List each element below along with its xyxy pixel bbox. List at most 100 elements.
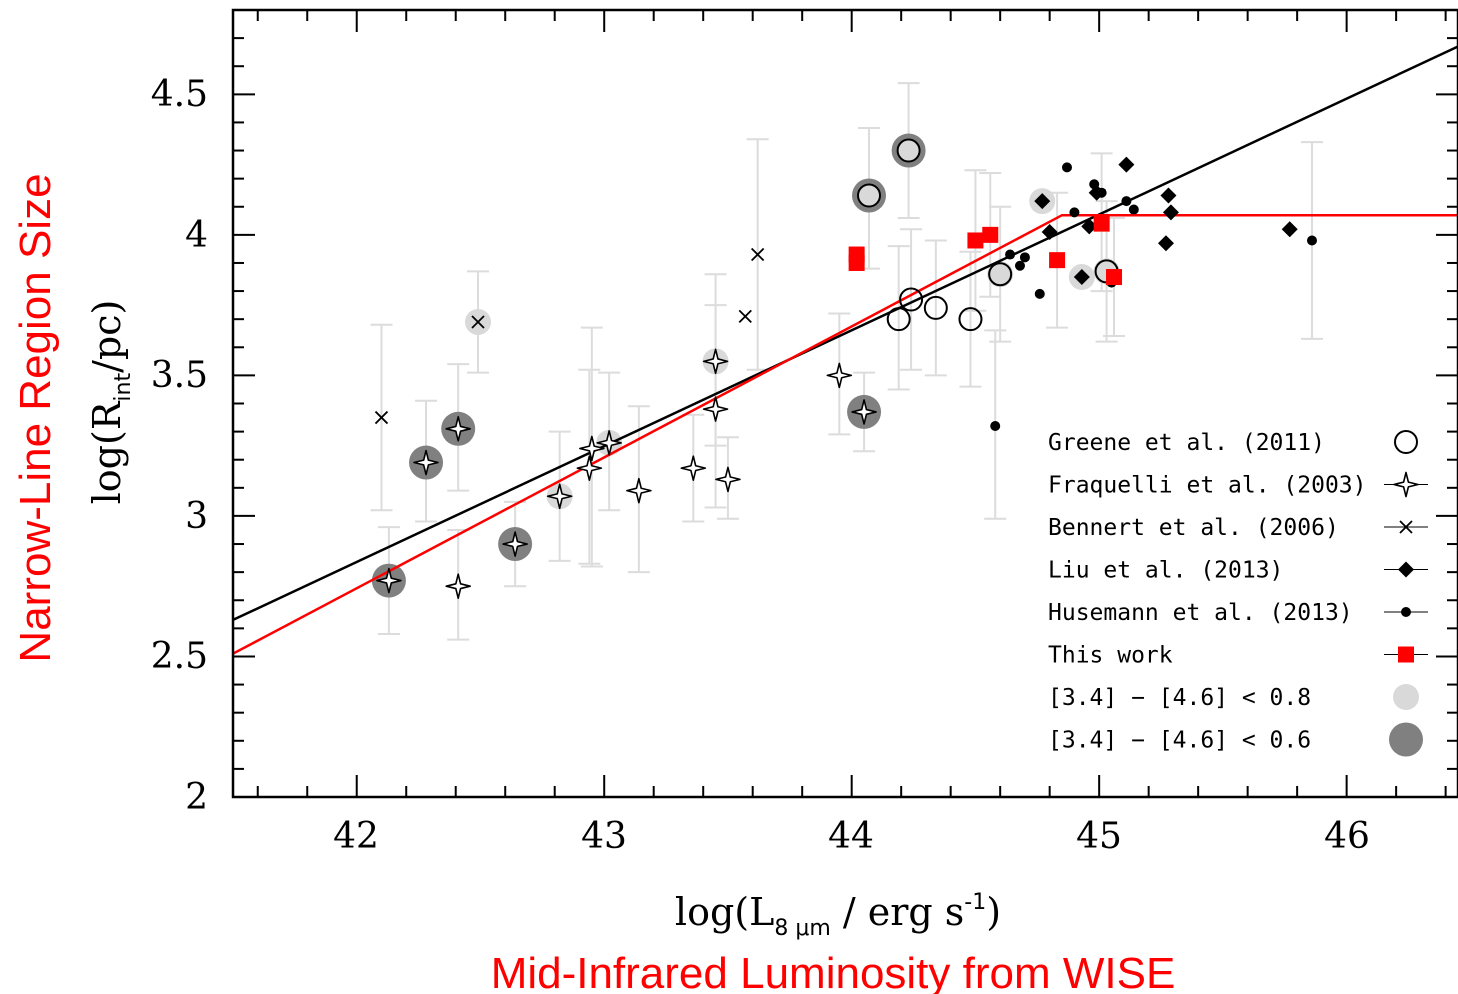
plot-frame (231, 8, 1458, 799)
data-point-cross (471, 315, 485, 329)
cross-stroke (471, 315, 485, 329)
fit-line-broken (233, 213, 1458, 655)
data-point-cross (374, 410, 389, 425)
data-point-dot (1121, 196, 1132, 207)
data-point-open-circle (899, 287, 924, 312)
legend-entry: Bennert et al. (2006) (1048, 515, 1428, 541)
data-points (374, 138, 1317, 599)
y-tick-label-4.5: 4.5 (151, 74, 208, 115)
legend-marker-dark-halo (1389, 722, 1423, 757)
data-point-open-star (851, 399, 877, 425)
data-point-dot (1005, 249, 1016, 260)
y-tick-label-2: 2 (185, 777, 208, 818)
legend-label: This work (1048, 643, 1173, 669)
data-point-dot (1034, 288, 1045, 299)
data-point-dot (1128, 204, 1139, 215)
error-bar (887, 245, 910, 391)
data-point-diamond (1034, 193, 1051, 210)
x-tick-label-43: 43 (581, 816, 627, 857)
data-point-cross (751, 247, 765, 262)
y-tick-label-3.5: 3.5 (151, 355, 208, 396)
data-point-dot (1096, 187, 1107, 198)
axes-frame (231, 8, 1458, 799)
data-point-open-circle (886, 307, 911, 332)
legend-entry: Fraquelli et al. (2003) (1048, 471, 1428, 499)
y-tick-label-2.5: 2.5 (151, 636, 208, 677)
data-point-open-star (413, 449, 439, 476)
legend-entry: Husemann et al. (2013) (1048, 600, 1428, 626)
error-bar (924, 239, 947, 377)
data-point-open-star (702, 396, 729, 422)
data-point-red-square (982, 226, 999, 243)
data-point-diamond (1160, 187, 1177, 204)
legend-label: Greene et al. (2011) (1048, 430, 1325, 456)
data-point-dot (1089, 179, 1100, 190)
data-point-dot (1061, 162, 1072, 173)
legend: Greene et al. (2011) Fraquelli et al. (20… (1048, 430, 1428, 757)
y-tick-label-4: 4 (185, 215, 208, 256)
data-point-open-star (376, 567, 402, 594)
legend-marker-diamond (1398, 561, 1414, 578)
legend-label: [3.4] − [4.6] < 0.6 (1048, 728, 1311, 754)
data-point-open-star (680, 455, 707, 481)
legend-label: Fraquelli et al. (2003) (1048, 473, 1367, 499)
legend-label: Husemann et al. (2013) (1048, 600, 1353, 626)
x-tick-label-45: 45 (1076, 816, 1122, 857)
data-point-open-star (502, 531, 528, 557)
legend-entry: [3.4] − [4.6] < 0.6 (1048, 722, 1423, 757)
data-point-open-star (715, 466, 741, 493)
data-point-open-star (576, 455, 603, 481)
data-point-open-star (596, 430, 622, 456)
fit-lines (233, 45, 1458, 655)
data-point-cross (738, 309, 752, 324)
data-point-dot (990, 420, 1001, 431)
data-point-open-circle (857, 183, 882, 208)
data-point-diamond (1162, 204, 1179, 221)
data-point-diamond (1157, 235, 1174, 252)
cross-stroke (738, 309, 752, 324)
data-point-red-square (967, 232, 984, 249)
cross-stroke (374, 410, 389, 425)
data-point-open-star (546, 483, 573, 510)
color-halos (371, 133, 1120, 598)
legend-entry: Greene et al. (2011) (1048, 430, 1418, 456)
y-axis-title: log(Rint/pc) (85, 300, 136, 505)
data-point-dot (1019, 252, 1030, 263)
fit-line-linear (233, 45, 1458, 622)
y-tick-label-3: 3 (185, 496, 208, 537)
data-point-red-square (1106, 269, 1123, 286)
legend-marker-light-halo (1393, 684, 1419, 710)
data-point-diamond (1281, 221, 1298, 238)
data-point-open-circle (896, 138, 921, 163)
legend-label: Bennert et al. (2006) (1048, 515, 1339, 541)
legend-label: Liu et al. (2013) (1048, 558, 1283, 584)
data-point-diamond (1041, 224, 1058, 241)
legend-marker-open-circle (1394, 430, 1418, 454)
data-point-dot (1014, 260, 1025, 271)
y-axis-red-title: Narrow-Line Region Size (11, 173, 60, 662)
data-point-open-star (445, 573, 471, 599)
legend-entry: Liu et al. (2013) (1048, 558, 1428, 584)
data-point-open-star (826, 362, 853, 389)
legend-marker-open-star (1393, 471, 1419, 498)
data-point-open-star (579, 435, 605, 462)
legend-label: [3.4] − [4.6] < 0.8 (1048, 685, 1311, 711)
x-axis-title: log(L8 μm / erg s-1) (675, 890, 1001, 941)
data-point-red-square (1049, 252, 1066, 269)
data-point-open-star (626, 477, 652, 504)
cross-stroke (751, 247, 765, 262)
x-tick-label-44: 44 (828, 816, 874, 857)
data-point-diamond (1118, 156, 1135, 173)
data-point-open-circle (923, 295, 948, 320)
data-point-red-square (848, 246, 865, 263)
x-tick-label-46: 46 (1324, 816, 1370, 857)
legend-marker-red-square (1398, 646, 1414, 663)
cross-stroke (1399, 520, 1413, 534)
data-point-red-square (1093, 215, 1110, 232)
error-bar (900, 228, 923, 371)
x-tick-label-42: 42 (333, 816, 379, 857)
data-point-open-circle (958, 307, 983, 332)
legend-entry: [3.4] − [4.6] < 0.8 (1048, 684, 1419, 711)
data-point-open-star (702, 348, 729, 375)
